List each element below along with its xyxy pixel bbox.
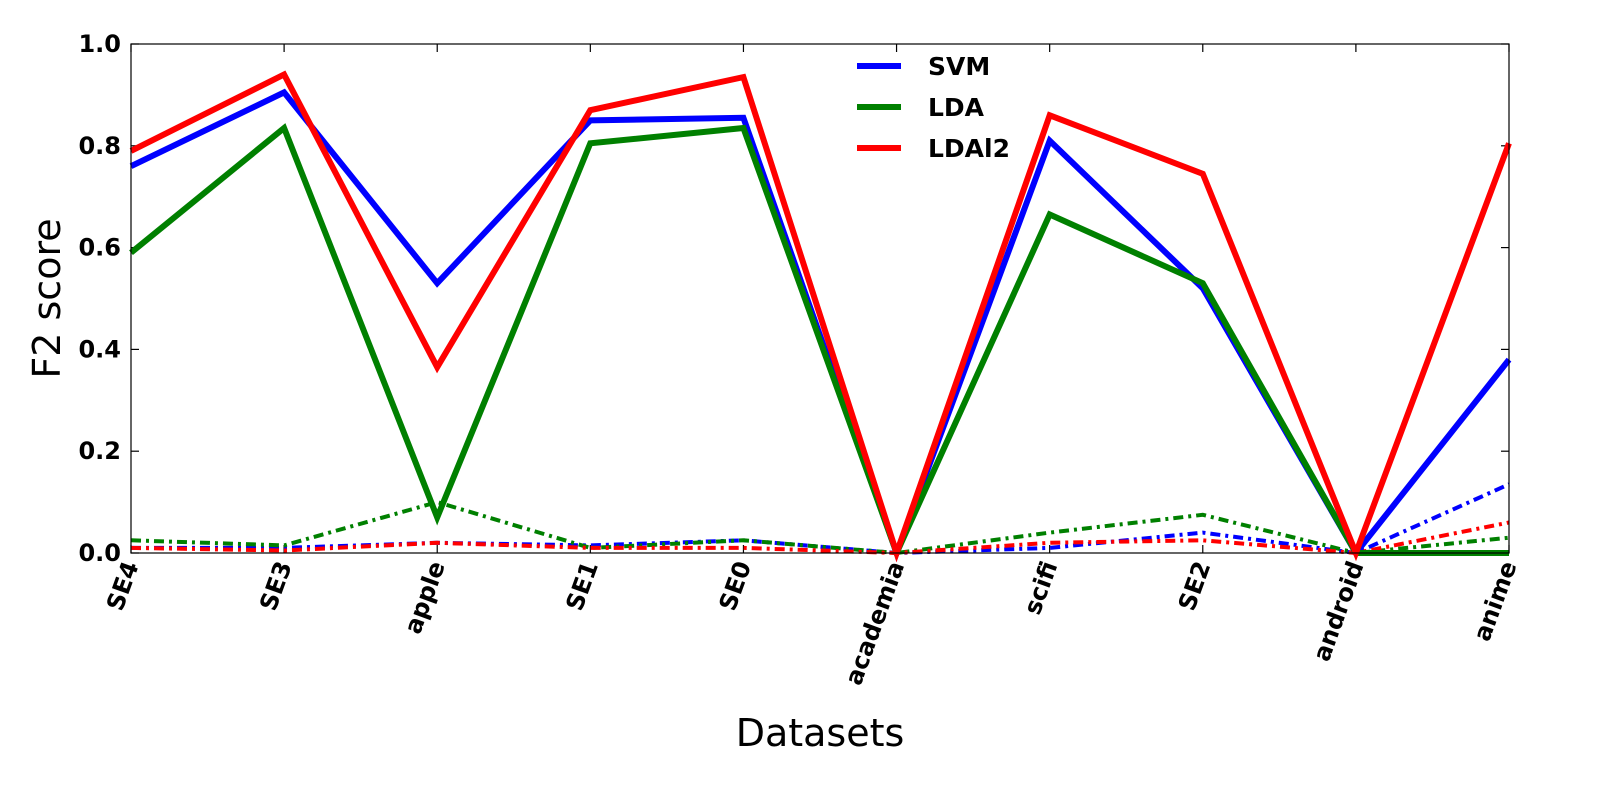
- y-tick-label: 0.8: [78, 132, 121, 160]
- y-tick-label: 0.0: [78, 539, 121, 567]
- y-tick-label: 0.4: [78, 335, 121, 363]
- x-tick-label: anime: [1468, 557, 1523, 644]
- legend-label: LDA: [928, 93, 985, 122]
- legend-label: LDAl2: [928, 134, 1010, 163]
- y-tick-label: 1.0: [78, 30, 121, 58]
- series-line-ldal2: [129, 70, 1512, 563]
- y-axis-title: F2 score: [25, 218, 69, 378]
- y-axis: 0.0 0.2 0.4 0.6 0.8 1.0: [78, 30, 1509, 567]
- series-line-lda: [129, 123, 1509, 561]
- x-axis: SE4 SE3 apple SE1 SE0 academia scifi SE2 android…: [101, 44, 1523, 689]
- series-line-dashdot-4: [130, 500, 1510, 556]
- legend: SVM LDA LDAl2: [857, 52, 1010, 163]
- series-line-dashdot-3: [131, 482, 1510, 556]
- x-tick-label: apple: [399, 557, 451, 637]
- x-tick-label: SE2: [1173, 557, 1217, 614]
- y-tick-label: 0.6: [78, 234, 121, 262]
- x-tick-label: SE1: [560, 557, 604, 614]
- x-tick-label: scifi: [1018, 557, 1063, 618]
- plot-area: [129, 70, 1512, 563]
- x-axis-title: Datasets: [736, 711, 905, 755]
- y-tick-label: 0.2: [78, 437, 121, 465]
- plot-frame: [130, 43, 1510, 554]
- x-tick-label: SE3: [254, 557, 298, 614]
- x-tick-label: android: [1308, 557, 1370, 664]
- x-tick-label: SE0: [714, 557, 758, 614]
- legend-label: SVM: [928, 52, 990, 81]
- x-tick-label: academia: [840, 557, 911, 688]
